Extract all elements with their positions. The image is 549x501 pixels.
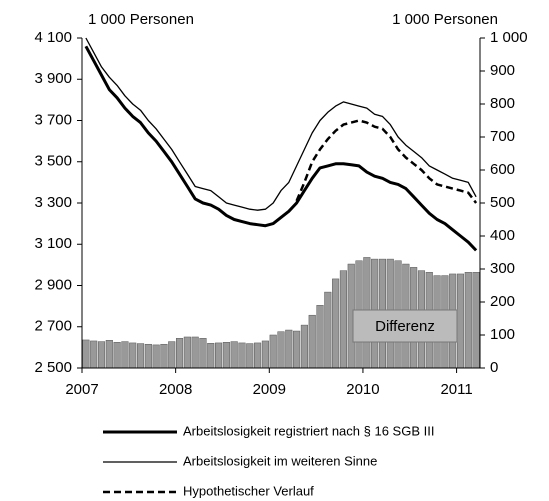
y-tick-label: 4 100 [34,29,72,46]
bar [160,343,168,369]
y-tick-label: 3 500 [34,153,72,170]
y2-tick-label: 300 [490,260,515,277]
y-tick-label: 3 700 [34,111,72,128]
bar [152,344,160,369]
bar [456,273,465,369]
y-tick-label: 2 500 [34,359,72,376]
bar [277,331,285,369]
y-tick-label: 3 900 [34,70,72,87]
y2-tick-label: 200 [490,293,515,310]
line [295,119,478,204]
bar [136,343,145,369]
bar [230,341,238,369]
bar [324,291,332,369]
bar [191,336,199,369]
bar [144,343,152,369]
x-tick-label: 2011 [440,381,472,398]
bar [246,343,254,369]
bar [285,329,293,369]
y-tick-label: 2 700 [34,318,72,335]
line [84,45,478,252]
bar [90,340,98,369]
bar [129,342,137,369]
bar [293,330,301,369]
bar [183,336,191,369]
y2-tick-label: 700 [490,128,515,145]
y2-tick-label: 900 [490,62,515,79]
bar [464,272,472,369]
bar [332,278,340,369]
bar [472,272,480,369]
bar [300,324,308,369]
y2-tick-label: 1 000 [490,29,528,46]
bar [175,338,184,369]
y2-tick-label: 100 [490,326,515,343]
line [85,37,477,211]
x-tick-label: 2010 [346,381,379,398]
bar [82,339,90,369]
bar [168,341,176,369]
bar [199,338,207,369]
annotation-box [352,309,458,343]
legend-label: Arbeitslosigkeit im weiteren Sinne [183,453,377,468]
legend-label: Arbeitslosigkeit registriert nach § 16 S… [183,423,434,438]
bar [113,342,121,369]
x-tick-label: 2007 [65,381,98,398]
bar [97,341,106,369]
bar [238,342,246,369]
y-tick-label: 3 100 [34,235,72,252]
bar [316,305,324,369]
bar [261,340,269,369]
bar [121,341,129,369]
y-tick-label: 2 900 [34,276,72,293]
y2-tick-label: 800 [490,95,515,112]
bar [215,342,223,369]
bar [254,342,262,369]
y-axis-label: 1 000 Personen [88,11,194,28]
y2-axis-label: 1 000 Personen [392,11,498,28]
annotation: Differenz [375,318,435,335]
y2-tick-label: 500 [490,194,515,211]
y2-tick-label: 600 [490,161,515,178]
x-tick-label: 2008 [159,381,192,398]
y2-tick-label: 400 [490,227,515,244]
bar [339,270,347,369]
x-tick-label: 2009 [253,381,286,398]
y-tick-label: 3 300 [34,194,72,211]
legend-label: Hypothetischer Verlauf [183,483,314,498]
bar [269,334,277,369]
y2-tick-label: 0 [490,359,498,376]
bar [207,343,215,369]
bar [308,314,316,369]
bar [222,342,230,369]
bar [105,340,113,369]
